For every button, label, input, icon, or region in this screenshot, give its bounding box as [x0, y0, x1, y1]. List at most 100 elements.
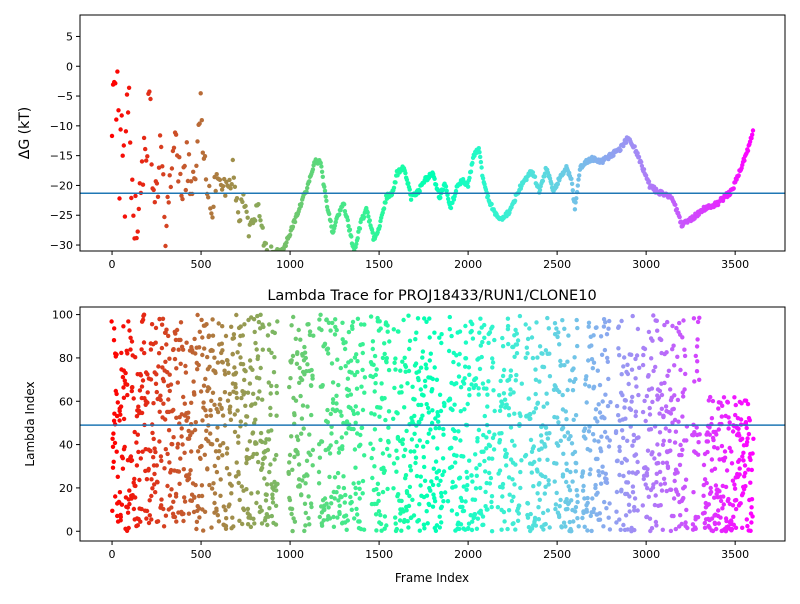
- bottom-data-point: [482, 322, 487, 328]
- bottom-data-point: [406, 503, 412, 509]
- bottom-data-point: [600, 464, 605, 469]
- bottom-data-point: [661, 476, 667, 481]
- top-data-point: [140, 182, 146, 187]
- top-data-point: [116, 108, 121, 113]
- bottom-data-point: [259, 508, 264, 513]
- bottom-data-point: [126, 319, 131, 324]
- bottom-data-point: [563, 409, 568, 414]
- bottom-data-point: [355, 316, 361, 321]
- bottom-data-point: [160, 316, 166, 321]
- top-data-point: [124, 92, 130, 97]
- bottom-data-point: [426, 431, 431, 436]
- top-data-point: [143, 146, 148, 152]
- bottom-data-point: [629, 399, 634, 404]
- bottom-data-point: [309, 367, 314, 373]
- bottom-data-point: [203, 408, 208, 413]
- bottom-data-point: [675, 397, 681, 403]
- bottom-data-point: [729, 526, 735, 532]
- bottom-data-point: [623, 398, 628, 403]
- bottom-data-point: [168, 467, 174, 473]
- bottom-data-point: [586, 358, 591, 363]
- bottom-data-point: [667, 438, 672, 444]
- bottom-data-point: [184, 340, 189, 345]
- bottom-data-point: [511, 494, 516, 499]
- bottom-data-point: [603, 392, 608, 397]
- bottom-data-point: [439, 520, 444, 525]
- bottom-data-point: [449, 333, 454, 339]
- bottom-data-point: [394, 526, 399, 532]
- bottom-data-point: [695, 359, 700, 364]
- bottom-data-point: [392, 360, 397, 365]
- bottom-data-point: [135, 523, 140, 528]
- bottom-data-point: [418, 365, 424, 370]
- top-data-point: [128, 140, 133, 145]
- bottom-data-point: [160, 365, 165, 370]
- bottom-data-point: [408, 468, 414, 473]
- bottom-data-point: [575, 325, 580, 331]
- bottom-data-point: [697, 315, 702, 320]
- bottom-data-point: [467, 387, 472, 392]
- bottom-data-point: [515, 518, 521, 523]
- bottom-data-point: [605, 359, 610, 364]
- bottom-data-point: [231, 524, 236, 529]
- bottom-data-point: [500, 481, 506, 487]
- bottom-data-point: [660, 442, 666, 447]
- bottom-data-point: [584, 400, 589, 405]
- bottom-data-point: [641, 352, 646, 358]
- bottom-data-point: [412, 413, 417, 419]
- bottom-data-point: [328, 443, 333, 448]
- bottom-data-point: [695, 337, 700, 342]
- bottom-data-point: [701, 462, 707, 468]
- bottom-data-point: [724, 468, 730, 473]
- bottom-data-point: [737, 433, 742, 438]
- bottom-data-point: [139, 506, 144, 512]
- bottom-data-point: [373, 381, 378, 386]
- top-data-point: [574, 196, 579, 201]
- bottom-data-point: [368, 441, 373, 446]
- bottom-data-point: [137, 477, 142, 483]
- bottom-data-point: [584, 509, 589, 514]
- bottom-data-point: [465, 401, 470, 407]
- bottom-data-point: [301, 426, 306, 431]
- top-data-point: [232, 184, 238, 189]
- top-data-point: [576, 177, 581, 182]
- top-data-point: [354, 241, 359, 247]
- bottom-data-point: [614, 489, 620, 495]
- bottom-data-point: [400, 441, 405, 447]
- bottom-data-point: [192, 494, 197, 500]
- bottom-data-point: [195, 312, 200, 318]
- bottom-y-tick-label: 40: [59, 439, 73, 452]
- bottom-data-point: [182, 401, 187, 406]
- bottom-data-point: [710, 528, 716, 534]
- top-x-tick-label: 1000: [276, 258, 304, 271]
- bottom-data-point: [462, 376, 467, 381]
- top-data-point: [213, 188, 218, 194]
- bottom-data-point: [254, 500, 259, 506]
- bottom-data-point: [470, 336, 476, 341]
- bottom-data-point: [437, 525, 442, 530]
- bottom-data-point: [138, 519, 143, 524]
- bottom-data-point: [239, 484, 244, 489]
- bottom-data-point: [217, 449, 222, 454]
- bottom-data-point: [425, 405, 431, 411]
- bottom-data-point: [586, 429, 592, 434]
- bottom-data-point: [625, 362, 630, 367]
- bottom-data-point: [626, 470, 632, 475]
- bottom-data-point: [331, 524, 337, 529]
- bottom-data-point: [344, 527, 349, 532]
- bottom-data-point: [186, 410, 191, 415]
- top-data-point: [165, 194, 170, 200]
- bottom-data-point: [371, 362, 376, 367]
- bottom-data-point: [571, 519, 576, 524]
- bottom-data-point: [750, 514, 755, 519]
- bottom-data-point: [647, 405, 652, 411]
- bottom-data-point: [144, 508, 150, 514]
- top-data-point: [154, 181, 160, 186]
- bottom-data-point: [140, 378, 146, 383]
- bottom-data-point: [659, 392, 665, 398]
- bottom-data-point: [528, 511, 533, 517]
- bottom-data-point: [268, 405, 273, 411]
- bottom-data-point: [268, 462, 273, 467]
- bottom-data-point: [533, 377, 539, 382]
- bottom-data-point: [225, 362, 231, 367]
